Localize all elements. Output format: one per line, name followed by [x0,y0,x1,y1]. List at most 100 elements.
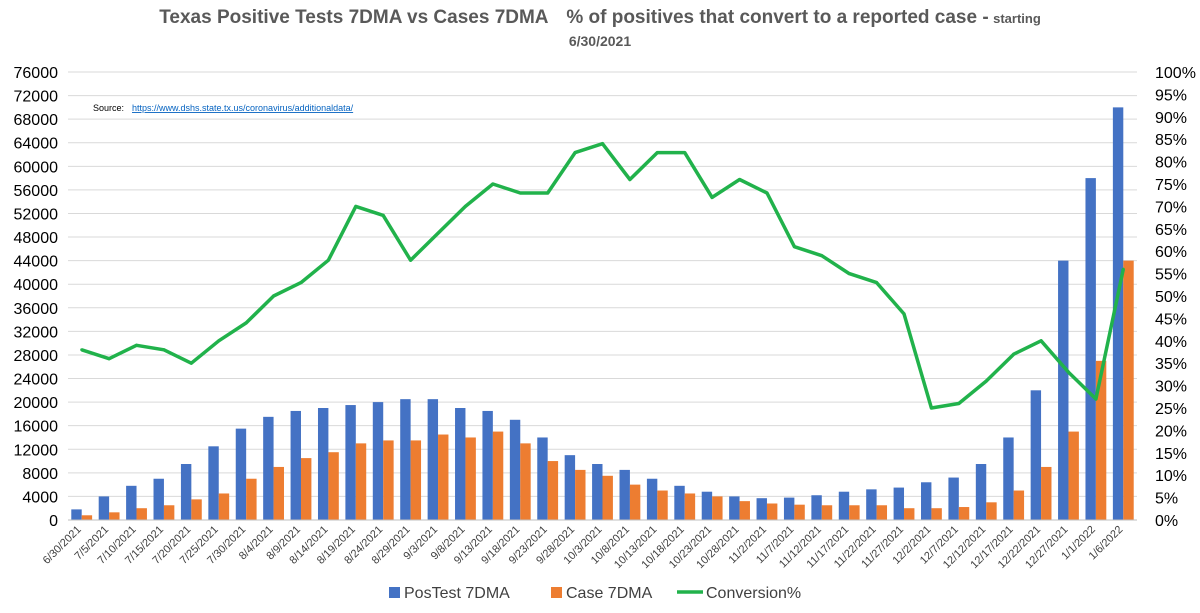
right-tick-label: 80% [1155,155,1187,172]
case-bar [1041,466,1052,520]
legend-swatch [389,587,400,598]
case-bar [794,504,805,520]
conversion-point [847,272,851,276]
conversion-point [436,231,440,235]
case-bar [657,490,668,520]
legend: PosTest 7DMA Case 7DMA Conversion% [389,585,801,602]
conversion-point [217,339,221,343]
left-tick-label: 64000 [14,136,59,153]
title-date: 6/30/2021 [568,33,632,49]
case-bar [629,484,641,520]
postest-bar [290,410,301,520]
case-bar [766,503,778,520]
conversion-point [299,281,303,285]
conversion-point [463,204,467,208]
left-tick-label: 12000 [14,442,59,459]
right-tick-label: 20% [1155,423,1187,440]
postest-bar [427,399,439,520]
legend-swatch [551,587,562,598]
source-link[interactable]: https://www.dshs.state.tx.us/coronavirus… [132,103,354,113]
right-tick-label: 55% [1155,267,1187,284]
postest-bar [482,410,493,520]
case-bar [904,508,915,520]
case-bar [300,458,312,520]
postest-bars [71,107,1124,521]
right-tick-label: 45% [1155,311,1187,328]
conversion-point [765,191,769,195]
conversion-point [710,195,714,199]
conversion-point [354,204,358,208]
case-bar [602,475,613,520]
conversion-point [957,402,961,406]
conversion-point [244,321,248,325]
conversion-point [628,178,632,182]
left-tick-label: 76000 [14,65,59,82]
left-tick-label: 0 [49,513,58,530]
conversion-point [902,312,906,316]
conversion-point [272,294,276,298]
case-bar [520,443,531,520]
postest-bar [729,496,740,520]
right-tick-label: 95% [1155,87,1187,104]
postest-bar [701,491,713,520]
conversion-line [80,141,1126,410]
case-bar [821,505,833,520]
left-tick-label: 32000 [14,324,59,341]
postest-bar [509,419,521,520]
left-tick-label: 56000 [14,183,59,200]
case-bar [410,440,422,520]
postest-bar [975,464,987,520]
right-tick-label: 35% [1155,356,1187,373]
right-tick-label: 50% [1155,289,1187,306]
conversion-point [1121,267,1125,271]
right-tick-label: 25% [1155,401,1187,418]
right-tick-label: 40% [1155,334,1187,351]
left-tick-label: 4000 [22,489,58,506]
right-tick-label: 85% [1155,132,1187,149]
case-bar [328,452,339,520]
left-tick-label: 8000 [22,466,58,483]
case-bar [684,493,696,520]
conversion-point [1066,370,1070,374]
case-bar [849,505,860,520]
case-bar [986,502,997,520]
postest-bar [263,416,274,520]
case-bar [383,440,394,520]
postest-bar [811,495,822,520]
conversion-point [1012,352,1016,356]
postest-bar [153,478,164,520]
conversion-point [381,213,385,217]
right-tick-label: 10% [1155,468,1187,485]
case-bar [218,493,230,520]
left-tick-label: 40000 [14,277,59,294]
case-bar [958,507,970,520]
case-bar [1095,360,1107,520]
x-axis-ticks: 6/30/20217/5/20217/10/20217/15/20217/20/… [41,519,1137,571]
postest-bar [921,482,932,520]
conversion-point [518,191,522,195]
legend-label: PosTest 7DMA [404,585,510,602]
right-tick-label: 0% [1155,513,1178,530]
postest-bar [1030,390,1042,520]
postest-bar [948,477,959,520]
x-tick-label: 6/30/2021 [41,524,84,567]
case-bar [163,505,175,520]
postest-bar [1112,107,1124,521]
postest-bar [1003,437,1014,520]
right-tick-label: 5% [1155,491,1178,508]
postest-bar [592,464,603,520]
conversion-point [820,254,824,258]
legend-label: Case 7DMA [566,585,653,602]
conversion-point [409,258,413,262]
case-bar [547,461,559,520]
postest-bar [646,478,658,520]
right-tick-label: 75% [1155,177,1187,194]
conversion-point [135,343,139,347]
postest-bar [372,402,384,520]
postest-bar [674,485,685,520]
case-bar [492,431,504,520]
left-tick-label: 48000 [14,230,59,247]
case-bar [931,508,942,520]
right-tick-label: 60% [1155,244,1187,261]
conversion-point [573,151,577,155]
